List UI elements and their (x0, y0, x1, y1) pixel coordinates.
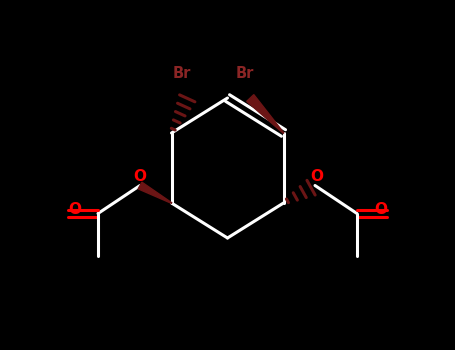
Text: O: O (310, 169, 323, 184)
Text: O: O (133, 169, 147, 184)
Polygon shape (138, 182, 172, 203)
Text: Br: Br (236, 66, 254, 81)
Text: Br: Br (173, 66, 191, 81)
Polygon shape (247, 94, 284, 133)
Text: O: O (68, 202, 81, 217)
Text: O: O (374, 202, 387, 217)
